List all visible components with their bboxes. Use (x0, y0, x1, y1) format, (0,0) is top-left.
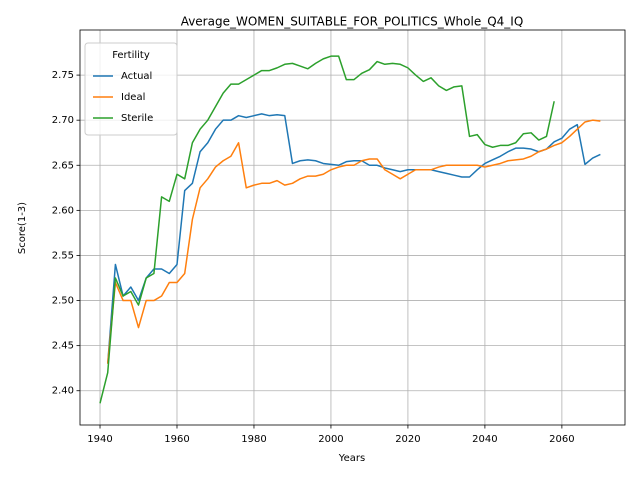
legend-box (84, 42, 178, 136)
y-tick-label: 2.75 (52, 70, 74, 81)
series-line (99, 55, 555, 404)
y-tick-label: 2.55 (52, 250, 74, 261)
legend-title: Fertility (112, 50, 150, 61)
y-tick-label: 2.45 (52, 341, 74, 352)
x-tick-label: 1960 (164, 434, 189, 445)
x-tick-label: 2060 (549, 434, 574, 445)
x-tick-label: 2020 (395, 434, 420, 445)
series-line (106, 119, 601, 364)
y-axis-label: Score(1-3) (17, 202, 28, 254)
plot-frame (79, 29, 626, 426)
series-line (106, 113, 601, 364)
x-tick-label: 1940 (87, 434, 112, 445)
legend-label: Ideal (121, 92, 145, 103)
legend-label: Actual (121, 71, 152, 82)
x-tick-label: 2000 (318, 434, 343, 445)
y-tick-label: 2.60 (52, 205, 74, 216)
chart-title: Average_WOMEN_SUITABLE_FOR_POLITICS_Whol… (181, 15, 524, 29)
x-axis-label: Years (338, 453, 365, 464)
x-tick-label: 2040 (472, 434, 497, 445)
legend-label: Sterile (121, 113, 153, 124)
y-tick-label: 2.50 (52, 296, 74, 307)
y-tick-label: 2.65 (52, 160, 74, 171)
x-tick-label: 1980 (241, 434, 266, 445)
y-tick-label: 2.70 (52, 115, 74, 126)
y-tick-label: 2.40 (52, 386, 74, 397)
